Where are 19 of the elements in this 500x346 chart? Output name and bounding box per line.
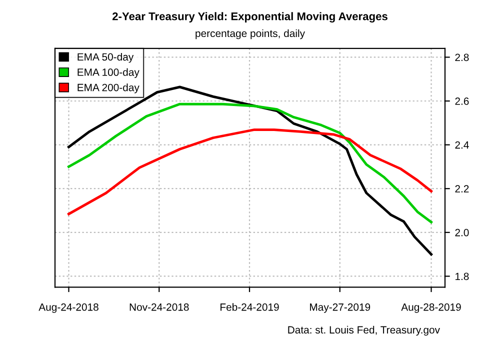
x-tick-label: Feb-24-2019 [220,303,279,311]
y-tick-label: 2.4 [455,141,469,149]
legend-label: EMA 200-day [78,84,140,94]
x-tick-label: May-27-2019 [310,303,370,313]
y-tick-label: 2.6 [455,98,469,105]
y-tick-label: 2.8 [455,54,469,62]
line-series [68,128,432,216]
chart-title: 2-Year Treasury Yield: Exponential Moving Averages [112,12,388,23]
text: Data: st. Louis Fed, Treasury.gov [288,326,440,336]
x-tick-label: Nov-24-2018 [130,303,189,311]
legend-label: EMA 50-day [78,52,134,63]
x-tick-label: Aug-24-2018 [38,303,98,313]
legend-label: EMA 100-day [78,68,140,78]
y-tick-label: 2.2 [455,185,469,192]
chart-subtitle: percentage points, daily [196,29,305,40]
y-tick-label: 2.0 [455,228,469,236]
line-series [68,102,432,224]
x-tick-label: Aug-28-2019 [401,303,461,313]
y-tick-label: 1.8 [456,272,469,280]
